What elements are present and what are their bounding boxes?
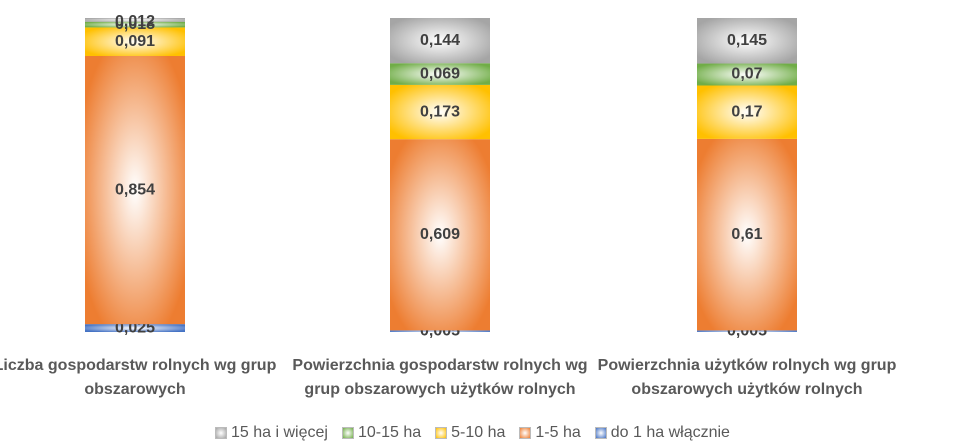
legend-label: 10-15 ha [357,424,422,441]
data-label: 0,854 [115,181,155,198]
legend-item: 10-15 ha [341,424,422,442]
data-label: 0,144 [420,32,460,49]
data-label: 0,17 [731,103,762,120]
legend-swatch [594,427,607,439]
legend-swatch [435,427,448,439]
bar-segment [697,18,797,64]
legend-item: 1-5 ha [519,424,581,442]
bar-segment [85,324,185,332]
bar-segment [390,139,490,331]
bar-segment [697,63,797,86]
data-label: 0,07 [731,66,762,83]
legend-item: do 1 ha włącznie [594,424,730,442]
bar-segment [697,85,797,139]
bar-segment [390,330,490,332]
bar-segment [85,21,185,28]
x-tick-label: Powierzchnia użytków rolnych wg grup obs… [597,357,897,398]
bar-segment [85,18,185,22]
data-label: 0,012 [115,13,155,30]
legend-item: 5-10 ha [435,424,505,442]
legend-label: 5-10 ha [451,424,506,441]
legend-item: 15 ha i więcej [215,424,328,442]
legend-label: 15 ha i więcej [231,424,328,441]
legend-swatch [341,427,354,439]
x-tick-label: Liczba gospodarstw rolnych wg grup obsza… [0,357,277,398]
legend-label: do 1 ha włącznie [610,424,730,441]
bar-segment [85,27,185,56]
data-label: 0,173 [420,103,460,120]
legend-swatch [215,427,227,439]
bar-segment [390,84,490,140]
bar-segment [697,330,797,332]
bar-segment [390,18,490,64]
legend: 15 ha i więcej 10-15 ha 5-10 ha 1-5 ha do 1 … [215,424,730,442]
data-label: 0,145 [727,32,767,49]
bar-segment [697,138,797,331]
legend-swatch [519,427,532,439]
legend-label: 1-5 ha [535,424,581,441]
data-label: 0,609 [420,226,460,243]
bar-segment [390,63,490,85]
x-tick-label: Powierzchnia gospodarstw rolnych wg grup… [292,357,588,398]
data-label: 0,091 [115,33,155,50]
data-label: 0,069 [420,65,460,82]
bar-segment [85,55,185,325]
data-label: 0,61 [731,226,762,243]
